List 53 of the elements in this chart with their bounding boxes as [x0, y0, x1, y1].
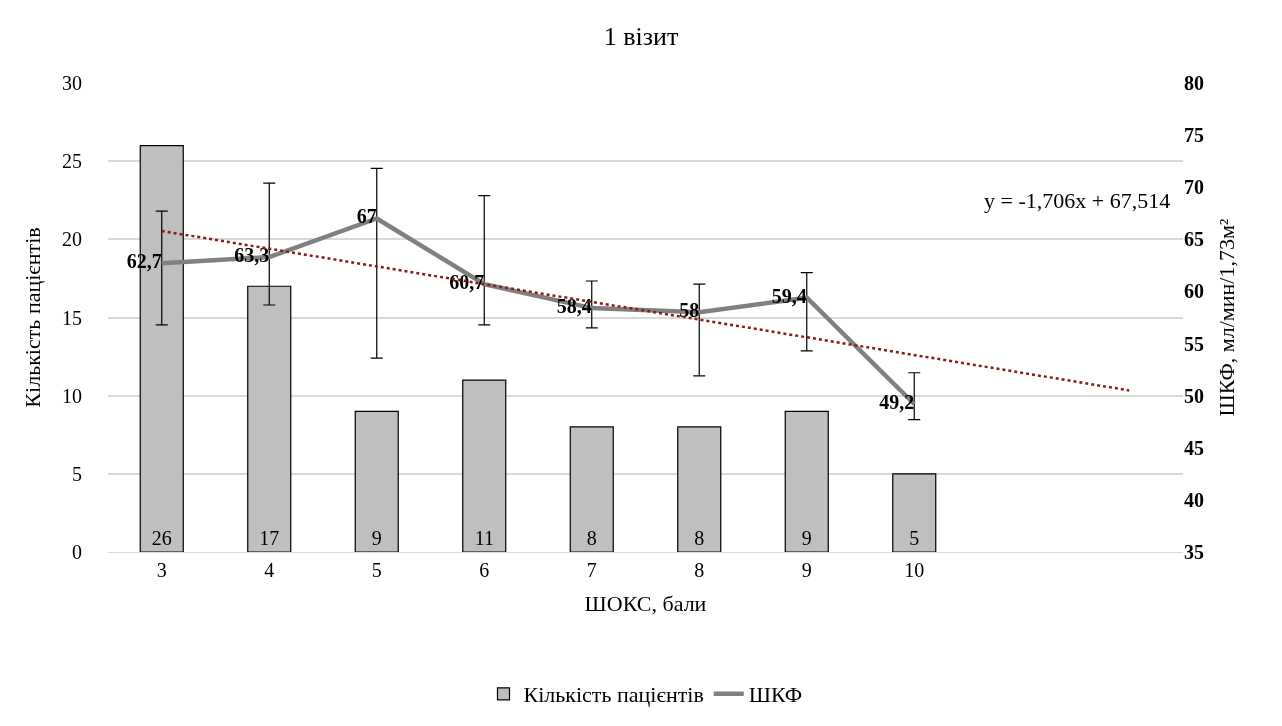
x-tick-label: 6	[479, 559, 490, 581]
data-label: 49,2	[879, 391, 915, 413]
data-label: 60,7	[449, 271, 485, 294]
bar	[892, 473, 937, 552]
x-tick-label: 7	[586, 559, 597, 581]
bar	[462, 379, 507, 552]
y2-tick-label: 35	[1184, 541, 1204, 563]
y-tick-label: 5	[72, 462, 82, 485]
x-axis-title: ШОКС, бали	[584, 590, 707, 616]
chart-title: 1 візит	[603, 22, 679, 52]
y-axis-title: Кількість пацієнтів	[19, 227, 45, 408]
x-tick-label: 9	[801, 559, 812, 581]
data-label: 5	[909, 527, 920, 549]
x-tick-label: 5	[371, 559, 382, 581]
x-tick-label: 8	[694, 559, 705, 581]
y-tick-label: 10	[62, 384, 82, 407]
y2-tick-label: 80	[1184, 72, 1204, 94]
bar	[354, 410, 399, 552]
y-tick-label: 25	[62, 150, 82, 173]
data-label: 58,4	[556, 295, 592, 318]
x-tick-label: 4	[264, 559, 275, 581]
x-tick-label: 10	[904, 559, 925, 581]
bar	[569, 426, 614, 552]
y2-tick-label: 45	[1184, 436, 1204, 459]
data-label: 9	[371, 527, 382, 549]
y2-tick-label: 55	[1184, 332, 1204, 355]
data-label: 8	[586, 527, 597, 549]
legend-label: ШКФ	[748, 682, 803, 708]
y-tick-label: 0	[72, 541, 82, 563]
y-tick-label: 20	[62, 228, 82, 251]
data-label: 17	[259, 527, 280, 549]
y2-tick-label: 65	[1184, 228, 1204, 251]
legend-label: Кількість пацієнтів	[523, 682, 704, 708]
data-label: 26	[151, 527, 172, 549]
y2-tick-label: 60	[1184, 280, 1204, 303]
annotation: y = -1,706x + 67,514	[984, 188, 1171, 213]
data-label: 9	[801, 527, 812, 549]
y2-tick-label: 70	[1184, 176, 1204, 199]
y2-tick-label: 75	[1184, 124, 1204, 147]
data-label: 67	[356, 205, 377, 228]
y-tick-label: 15	[62, 306, 82, 329]
data-label: 63,3	[234, 244, 270, 267]
data-label: 8	[694, 527, 705, 549]
y2-tick-label: 40	[1184, 488, 1204, 511]
y2-axis-title: ШКФ, мл/мин/1,73м²	[1213, 218, 1239, 417]
x-tick-label: 3	[156, 559, 167, 581]
bar	[784, 410, 829, 552]
y-tick-label: 30	[62, 72, 82, 94]
y2-tick-label: 50	[1184, 384, 1204, 407]
data-label: 58	[679, 299, 700, 322]
data-label: 59,4	[771, 284, 807, 307]
data-label: 11	[474, 527, 494, 549]
bar	[677, 426, 722, 552]
